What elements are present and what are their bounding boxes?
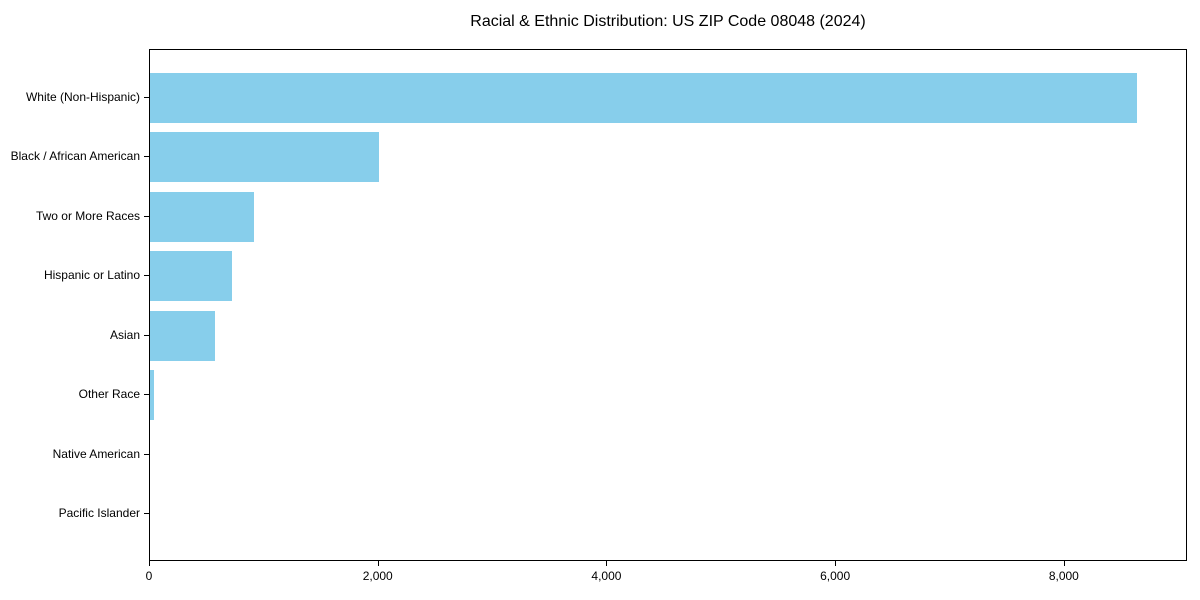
y-tick-label-native-american: Native American [52,446,140,461]
bar-hispanic-or-latino [150,251,232,302]
y-tick-mark [144,156,149,158]
y-tick-mark [144,334,149,336]
y-tick-label-pacific-islander: Pacific Islander [58,506,140,521]
bar-asian [150,310,216,361]
y-tick-mark [144,96,149,98]
x-tick-mark [149,561,150,566]
x-tick-label-0: 0 [145,569,153,583]
bar-black-african-american [150,132,380,183]
y-tick-label-other-race: Other Race [78,387,140,402]
x-tick-mark [606,561,608,566]
plot-area [149,49,1187,561]
x-tick-mark [835,561,837,566]
bar-white-non-hispanic [150,72,1137,123]
y-tick-label-hispanic-or-latino: Hispanic or Latino [43,268,140,283]
y-tick-mark [144,513,149,515]
x-tick-mark [1063,561,1065,566]
y-tick-mark [144,275,149,277]
chart-title: Racial & Ethnic Distribution: US ZIP Cod… [470,13,866,30]
x-tick-label-2000: 2,000 [362,569,393,583]
bar-other-race [150,370,154,421]
y-tick-label-asian: Asian [109,327,140,342]
y-tick-label-two-or-more-races: Two or More Races [35,208,140,223]
x-tick-label-8000: 8,000 [1048,569,1079,583]
y-tick-label-black-african-american: Black / African American [10,149,140,164]
x-tick-mark [377,561,379,566]
y-tick-mark [144,394,149,396]
x-tick-label-6000: 6,000 [820,569,851,583]
y-tick-label-white-non-hispanic: White (Non-Hispanic) [25,89,140,104]
y-tick-mark [144,215,149,217]
y-tick-mark [144,453,149,455]
bar-two-or-more-races [150,191,255,242]
x-tick-label-4000: 4,000 [591,569,622,583]
